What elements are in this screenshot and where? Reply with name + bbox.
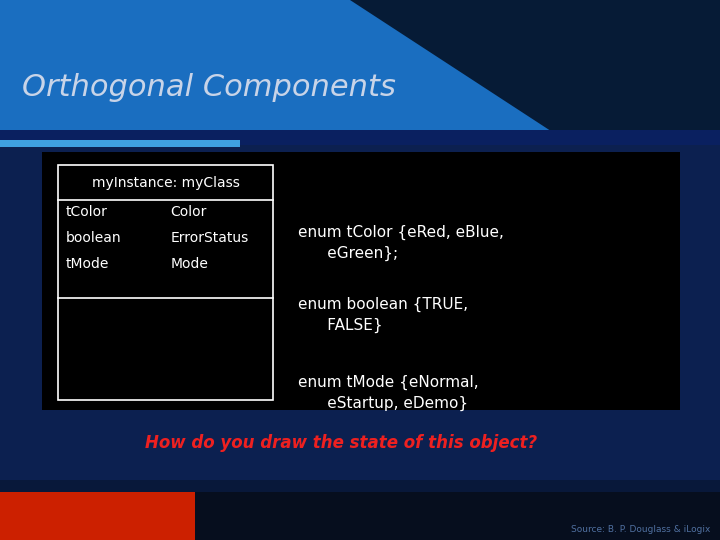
Text: enum tColor {eRed, eBlue,
      eGreen};: enum tColor {eRed, eBlue, eGreen}; xyxy=(298,225,504,261)
Bar xyxy=(0,492,195,540)
Text: Color: Color xyxy=(171,205,207,219)
Text: Orthogonal Components: Orthogonal Components xyxy=(22,73,396,103)
Bar xyxy=(42,152,680,410)
Bar xyxy=(0,145,720,480)
Text: myInstance: myClass: myInstance: myClass xyxy=(91,176,240,190)
Text: Source: B. P. Douglass & iLogix: Source: B. P. Douglass & iLogix xyxy=(571,525,710,535)
Text: enum boolean {TRUE,
      FALSE}: enum boolean {TRUE, FALSE} xyxy=(298,297,468,333)
Text: tMode: tMode xyxy=(66,257,109,271)
Text: How do you draw the state of this object?: How do you draw the state of this object… xyxy=(145,434,537,452)
Bar xyxy=(195,492,720,540)
Text: ErrorStatus: ErrorStatus xyxy=(171,231,248,245)
Bar xyxy=(0,130,720,145)
Text: boolean: boolean xyxy=(66,231,122,245)
Bar xyxy=(0,140,240,147)
Text: enum tMode {eNormal,
      eStartup, eDemo}: enum tMode {eNormal, eStartup, eDemo} xyxy=(298,375,479,411)
Polygon shape xyxy=(350,0,720,150)
Text: tColor: tColor xyxy=(66,205,108,219)
Text: Mode: Mode xyxy=(171,257,208,271)
Bar xyxy=(0,480,720,540)
Bar xyxy=(58,165,273,400)
